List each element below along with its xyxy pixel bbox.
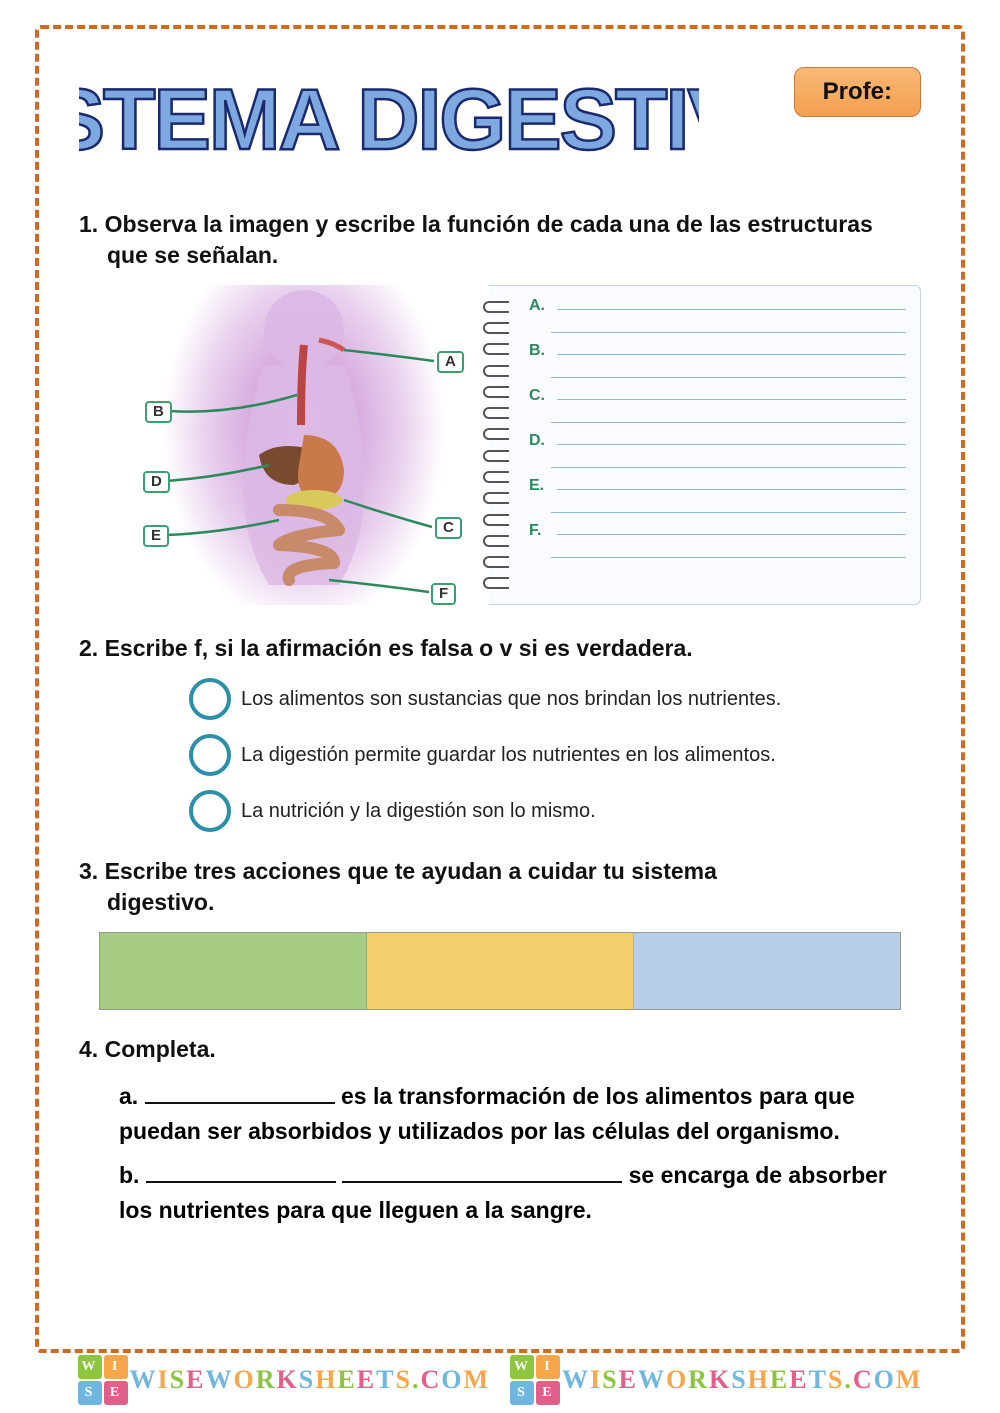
q2-text: Escribe f, si la afirmación es falsa o v…	[105, 635, 693, 661]
notepad-rule[interactable]	[557, 521, 906, 535]
watermark-tile: E	[536, 1381, 560, 1405]
svg-text:SISTEMA DIGESTIVO: SISTEMA DIGESTIVO	[79, 72, 699, 168]
tf-statement: La digestión permite guardar los nutrien…	[241, 744, 776, 767]
question-4: 4. Completa. a. es la transformación de …	[79, 1034, 921, 1227]
notepad-rule[interactable]	[551, 499, 906, 513]
diagram-label-D: D	[143, 471, 170, 493]
question-1: 1. Observa la imagen y escribe la funció…	[79, 209, 921, 605]
blank-input[interactable]	[145, 1090, 335, 1104]
header: SISTEMA DIGESTIVO Profe:	[79, 59, 921, 179]
answer-box[interactable]	[100, 933, 367, 1009]
body-diagram: A B C D E F	[129, 285, 479, 605]
tf-statement: Los alimentos son sustancias que nos bri…	[241, 688, 781, 711]
notepad-rule[interactable]	[551, 544, 906, 558]
watermark: WISEWISEWORKSHEETS.COMWISEWISEWORKSHEETS…	[0, 1355, 1000, 1405]
notepad-line[interactable]: A.	[529, 296, 906, 315]
q3-line1: Escribe tres acciones que te ayudan a cu…	[105, 858, 717, 884]
tf-answer-circle[interactable]	[189, 790, 231, 832]
true-false-item: La nutrición y la digestión son lo mismo…	[189, 790, 921, 832]
watermark-tile: S	[78, 1381, 102, 1405]
notepad-rule[interactable]	[557, 476, 906, 490]
notepad-spiral	[483, 286, 511, 604]
notepad-line-label: C.	[529, 387, 551, 405]
tf-answer-circle[interactable]	[189, 734, 231, 776]
q3-line2: digestivo.	[79, 887, 921, 918]
watermark-tile: E	[104, 1381, 128, 1405]
fill-blanks-list: a. es la transformación de los alimentos…	[79, 1079, 921, 1227]
q1-line2: que se señalan.	[79, 240, 921, 271]
watermark-block: WISEWISEWORKSHEETS.COM	[510, 1355, 922, 1405]
watermark-block: WISEWISEWORKSHEETS.COM	[78, 1355, 490, 1405]
q1-number: 1.	[79, 211, 98, 237]
answer-box[interactable]	[367, 933, 634, 1009]
notepad-line-label: B.	[529, 342, 551, 360]
diagram-label-A: A	[437, 351, 464, 373]
notepad-rule[interactable]	[551, 319, 906, 333]
notepad-rule[interactable]	[551, 364, 906, 378]
notepad-line[interactable]: D.	[529, 431, 906, 450]
digestive-system-illustration	[129, 285, 479, 605]
watermark-text: WISEWORKSHEETS.COM	[562, 1365, 922, 1395]
blank-input[interactable]	[146, 1169, 336, 1183]
q3-number: 3.	[79, 858, 98, 884]
notepad-rule[interactable]	[557, 341, 906, 355]
notepad-line-label: A.	[529, 297, 551, 315]
answer-box[interactable]	[634, 933, 900, 1009]
watermark-tile: S	[510, 1381, 534, 1405]
notepad-rule[interactable]	[551, 409, 906, 423]
diagram-label-E: E	[143, 525, 169, 547]
notepad-line[interactable]: E.	[529, 476, 906, 495]
true-false-item: La digestión permite guardar los nutrien…	[189, 734, 921, 776]
question-3: 3. Escribe tres acciones que te ayudan a…	[79, 856, 921, 1010]
answer-boxes	[99, 932, 901, 1010]
q1-line1: Observa la imagen y escribe la función d…	[105, 211, 873, 237]
q4-text: Completa.	[105, 1036, 216, 1062]
watermark-tile: W	[78, 1355, 102, 1379]
notepad-line[interactable]: F.	[529, 521, 906, 540]
notepad-line-label: D.	[529, 432, 551, 450]
q1-diagram-row: A B C D E F A. B. C. D. E. F.	[129, 285, 921, 605]
question-2: 2. Escribe f, si la afirmación es falsa …	[79, 633, 921, 832]
fill-item: a. es la transformación de los alimentos…	[119, 1079, 921, 1148]
notepad-rule[interactable]	[557, 386, 906, 400]
watermark-tile: I	[536, 1355, 560, 1379]
q4-prompt: 4. Completa.	[79, 1034, 921, 1065]
q4-number: 4.	[79, 1036, 98, 1062]
notepad-rule[interactable]	[557, 431, 906, 445]
notepad-line-label: E.	[529, 477, 551, 495]
fill-item: b. se encarga de absorber los nutrientes…	[119, 1158, 921, 1227]
tf-statement: La nutrición y la digestión son lo mismo…	[241, 800, 596, 823]
q2-prompt: 2. Escribe f, si la afirmación es falsa …	[79, 633, 921, 664]
notepad-rule[interactable]	[551, 454, 906, 468]
worksheet-frame: SISTEMA DIGESTIVO Profe: 1. Observa la i…	[35, 25, 965, 1353]
diagram-label-C: C	[435, 517, 462, 539]
true-false-item: Los alimentos son sustancias que nos bri…	[189, 678, 921, 720]
notepad-line[interactable]: B.	[529, 341, 906, 360]
q1-prompt: 1. Observa la imagen y escribe la funció…	[79, 209, 921, 271]
answer-notepad[interactable]: A. B. C. D. E. F.	[489, 285, 921, 605]
watermark-tile: W	[510, 1355, 534, 1379]
title-wordart: SISTEMA DIGESTIVO	[79, 59, 699, 179]
watermark-tile: I	[104, 1355, 128, 1379]
notepad-line-label: F.	[529, 522, 551, 540]
notepad-rule[interactable]	[557, 296, 906, 310]
tf-answer-circle[interactable]	[189, 678, 231, 720]
true-false-list: Los alimentos son sustancias que nos bri…	[79, 678, 921, 832]
q2-number: 2.	[79, 635, 98, 661]
q3-prompt: 3. Escribe tres acciones que te ayudan a…	[79, 856, 921, 918]
watermark-text: WISEWORKSHEETS.COM	[130, 1365, 490, 1395]
profe-badge: Profe:	[794, 67, 921, 117]
notepad-line[interactable]: C.	[529, 386, 906, 405]
diagram-label-B: B	[145, 401, 172, 423]
blank-input[interactable]	[342, 1169, 622, 1183]
diagram-label-F: F	[431, 583, 456, 605]
